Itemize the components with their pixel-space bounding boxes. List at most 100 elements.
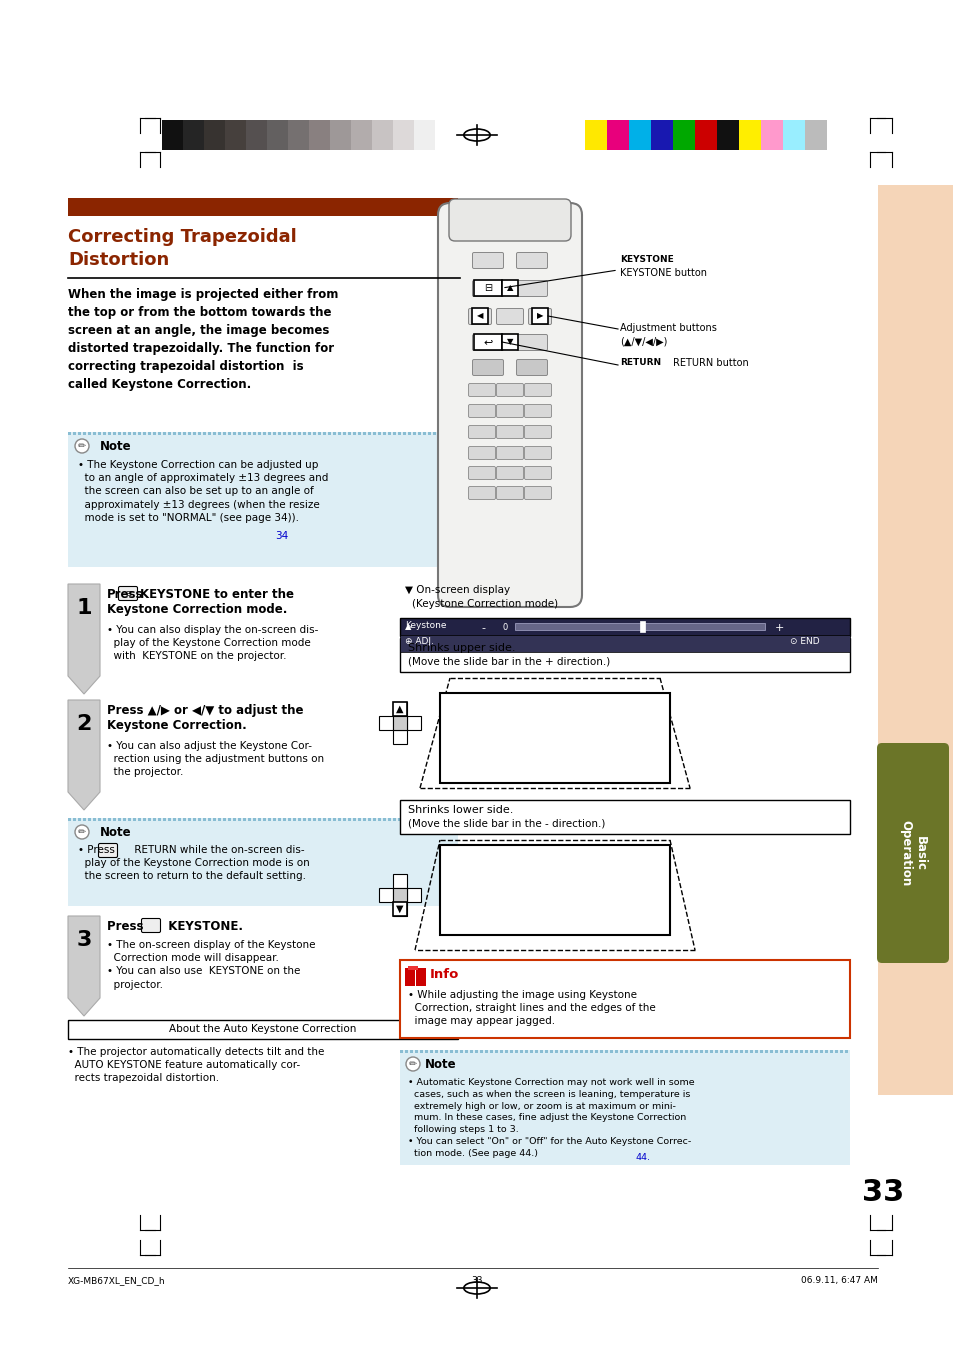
Bar [575, 1050, 578, 1052]
Bar [504, 1050, 507, 1052]
Bar [198, 432, 201, 435]
Bar [435, 1050, 437, 1052]
Bar [774, 1050, 778, 1052]
Bar [535, 1050, 537, 1052]
Bar [764, 1050, 767, 1052]
Bar [410, 1050, 413, 1052]
Bar [740, 1050, 742, 1052]
Bar [237, 817, 241, 820]
Bar [317, 817, 320, 820]
Bar [308, 432, 311, 435]
Bar [399, 1050, 402, 1052]
Bar [248, 817, 251, 820]
Text: Keystone Correction.: Keystone Correction. [107, 719, 247, 732]
Bar [328, 817, 331, 820]
Bar [532, 308, 547, 324]
Text: Correcting Trapezoidal
Distortion: Correcting Trapezoidal Distortion [68, 228, 296, 269]
Bar [664, 1050, 667, 1052]
Bar [143, 817, 146, 820]
Bar [760, 1050, 762, 1052]
Bar [168, 817, 171, 820]
Bar [672, 120, 695, 150]
Bar [444, 1050, 448, 1052]
Bar [604, 1050, 607, 1052]
Bar [225, 120, 246, 150]
Bar [78, 817, 81, 820]
Bar [628, 120, 650, 150]
Bar [579, 1050, 582, 1052]
Text: ▼: ▼ [395, 904, 403, 915]
Bar [877, 185, 953, 1096]
Text: ▲: ▲ [405, 621, 411, 631]
Bar [824, 1050, 827, 1052]
Bar [413, 817, 416, 820]
Bar [353, 432, 355, 435]
Bar [357, 432, 360, 435]
Bar [684, 1050, 687, 1052]
Bar [228, 432, 231, 435]
Bar [413, 432, 416, 435]
Bar [323, 432, 326, 435]
Bar [309, 120, 330, 150]
Bar [343, 432, 346, 435]
Text: • The on-screen display of the Keystone
  Correction mode will disappear.
• You : • The on-screen display of the Keystone … [107, 940, 315, 989]
Bar [123, 817, 126, 820]
Bar [388, 432, 391, 435]
Bar [267, 120, 288, 150]
Bar [704, 1050, 707, 1052]
FancyBboxPatch shape [449, 199, 571, 240]
Bar [635, 1050, 638, 1052]
Bar [373, 817, 375, 820]
Bar [337, 432, 340, 435]
Ellipse shape [406, 1056, 419, 1071]
Bar [800, 1050, 802, 1052]
FancyBboxPatch shape [472, 253, 503, 269]
Text: ▶: ▶ [537, 312, 542, 320]
Bar [659, 1050, 662, 1052]
Bar [624, 1050, 627, 1052]
Bar [515, 1050, 517, 1052]
FancyBboxPatch shape [496, 404, 523, 417]
Text: Press ▲/▶ or ◀/▼ to adjust the: Press ▲/▶ or ◀/▼ to adjust the [107, 704, 303, 717]
Bar [402, 432, 406, 435]
Bar [453, 817, 456, 820]
Text: ▲: ▲ [506, 284, 513, 293]
Bar [263, 432, 266, 435]
Bar [515, 623, 764, 630]
Bar [288, 120, 309, 150]
Bar [297, 817, 301, 820]
Bar [524, 1050, 527, 1052]
Bar [744, 1050, 747, 1052]
Text: ◀: ◀ [476, 312, 483, 320]
Bar [714, 1050, 718, 1052]
Bar [555, 1050, 558, 1052]
Bar [459, 1050, 462, 1052]
Text: RETURN: RETURN [619, 358, 660, 367]
Bar [333, 432, 335, 435]
Bar [172, 817, 175, 820]
Bar [453, 432, 456, 435]
Text: Note: Note [100, 440, 132, 453]
Bar [303, 432, 306, 435]
Text: • Press      RETURN while the on-screen dis-
  play of the Keystone Correction m: • Press RETURN while the on-screen dis- … [78, 844, 310, 881]
FancyBboxPatch shape [141, 919, 160, 932]
Bar [606, 120, 628, 150]
Bar [68, 432, 71, 435]
Bar [148, 432, 151, 435]
FancyBboxPatch shape [437, 203, 581, 607]
Bar [158, 432, 161, 435]
Bar [208, 432, 211, 435]
Bar [408, 817, 411, 820]
Bar [720, 1050, 722, 1052]
Bar [599, 1050, 602, 1052]
Bar [437, 817, 440, 820]
Bar [490, 1050, 493, 1052]
Bar [330, 120, 351, 150]
Bar [233, 817, 235, 820]
Bar [780, 1050, 782, 1052]
FancyBboxPatch shape [98, 843, 117, 858]
Bar [499, 1050, 502, 1052]
Bar [399, 800, 849, 834]
Bar [393, 730, 407, 744]
Text: About the Auto Keystone Correction: About the Auto Keystone Correction [169, 1024, 356, 1035]
